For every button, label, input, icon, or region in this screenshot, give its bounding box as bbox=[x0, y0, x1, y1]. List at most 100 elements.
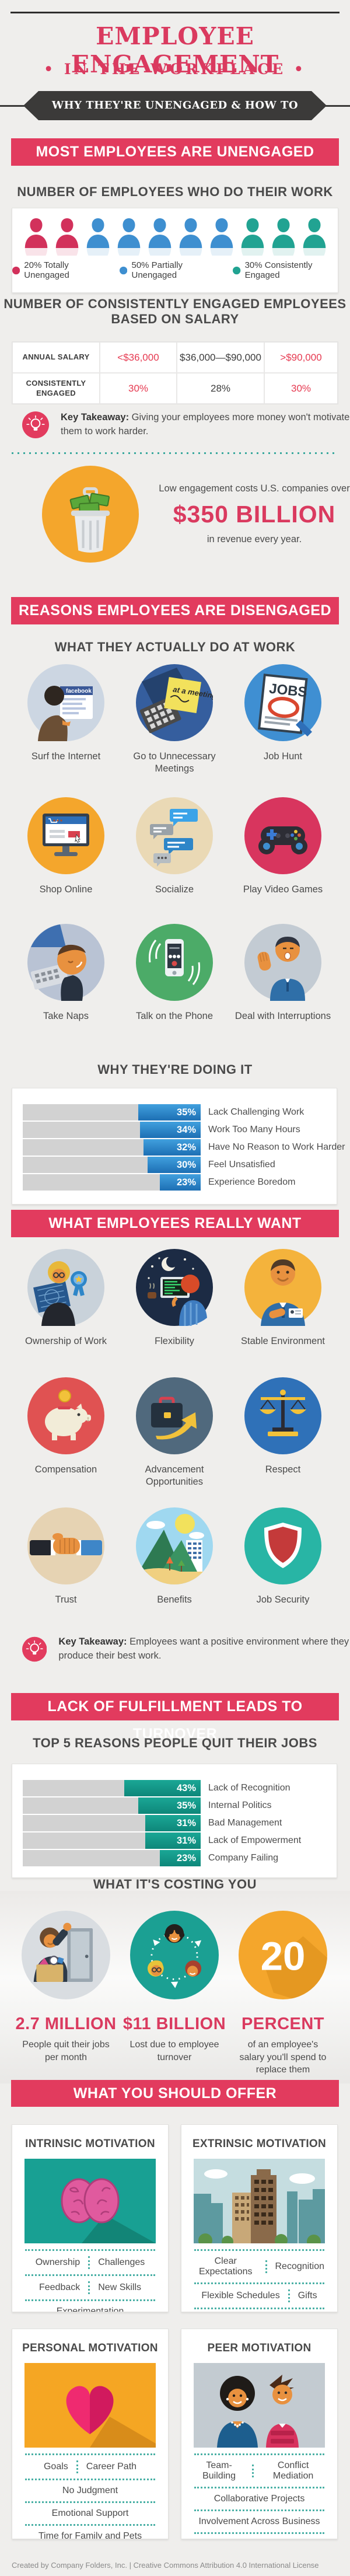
top-rule bbox=[10, 12, 340, 13]
bar-category: Lack Challenging Work bbox=[208, 1107, 304, 1117]
want-item: Trust bbox=[12, 1507, 120, 1606]
job-security-icon bbox=[244, 1507, 321, 1584]
cost-350-section: Low engagement costs U.S. companies over… bbox=[0, 466, 350, 563]
socialize-icon bbox=[136, 797, 213, 874]
person-icon bbox=[271, 218, 296, 256]
activity-item: Talk on the Phone bbox=[120, 924, 229, 1022]
offer-item: Goals Career Path bbox=[25, 2453, 155, 2479]
key-takeaway-1: Key Takeaway: Giving your employees more… bbox=[0, 409, 350, 441]
table-cell: >$90,000 bbox=[264, 342, 338, 373]
bar-row: 35% Lack Challenging Work bbox=[23, 1104, 337, 1121]
benefits-icon bbox=[136, 1507, 213, 1584]
offer-item: Healthy Competition bbox=[194, 2532, 324, 2539]
offer-card-extrinsic: EXTRINSIC MOTIVATION Clear Expectations R… bbox=[181, 2124, 338, 2312]
legend-dot-teal-icon bbox=[233, 266, 241, 274]
want-item: Compensation bbox=[12, 1377, 120, 1489]
bar-row: 31% Lack of Empowerment bbox=[23, 1832, 337, 1849]
offer-row-1: INTRINSIC MOTIVATION Ownership Challenges bbox=[0, 2124, 350, 2312]
people-row bbox=[12, 218, 338, 256]
quit-door-icon bbox=[22, 1911, 110, 1999]
stat-percent: 20 PERCENT of an employee's salary you'l… bbox=[229, 1903, 337, 2076]
bar-track: 35% bbox=[23, 1104, 201, 1121]
cost-line2: in revenue every year. bbox=[206, 533, 302, 544]
cost-amount: $350 BILLION bbox=[173, 501, 336, 528]
offer-item: Flexible Schedules Gifts bbox=[194, 2282, 324, 2308]
banner-want: WHAT EMPLOYEES REALLY WANT bbox=[11, 1210, 339, 1237]
ribbon-text: WHY THEY'RE UNENGAGED & HOW TO MOTIVATE … bbox=[23, 91, 327, 120]
offer-item: Experimentation bbox=[25, 2299, 155, 2312]
stat-desc: People quit their jobs per month bbox=[22, 2040, 110, 2062]
stat-turnover: $11 BILLION Lost due to employee turnove… bbox=[120, 1903, 229, 2076]
want-label: Trust bbox=[55, 1594, 77, 1605]
legend-label: 50% Partially Unengaged bbox=[131, 260, 183, 280]
want-item: Flexibility bbox=[120, 1249, 229, 1348]
stat-desc: of an employee's salary you'll spend to … bbox=[239, 2040, 327, 2075]
advancement-icon bbox=[136, 1377, 213, 1454]
activity-label: Play Video Games bbox=[243, 884, 323, 895]
activity-label: Take Naps bbox=[43, 1011, 89, 1021]
offer-item: Emotional Support bbox=[25, 2501, 155, 2524]
heading-why: WHY THEY'RE DOING IT bbox=[97, 1062, 253, 1077]
offer-list: Ownership Challenges Feedback New Skills E… bbox=[25, 2249, 155, 2312]
want-label: Respect bbox=[265, 1464, 301, 1475]
banner-turnover: LACK OF FULFILLMENT LEADS TO TURNOVER bbox=[11, 1693, 339, 1742]
take-naps-icon bbox=[27, 924, 104, 1001]
city-image bbox=[194, 2159, 325, 2243]
svg-text:20: 20 bbox=[261, 1933, 306, 1978]
bar-row: 35% Internal Politics bbox=[23, 1797, 337, 1814]
page-title: EMPLOYEE ENGAGEMENT bbox=[71, 22, 279, 78]
activity-item: Play Video Games bbox=[229, 797, 337, 896]
heart-image bbox=[24, 2363, 156, 2448]
bar-track: 43% bbox=[23, 1780, 201, 1796]
stat-quit: 2.7 MILLION People quit their jobs per m… bbox=[12, 1903, 120, 2076]
bar-value: 35% bbox=[176, 1107, 196, 1118]
brain-image bbox=[24, 2159, 156, 2243]
do-at-work-row-2: Shop Online Socialize bbox=[0, 797, 350, 896]
offer-item: Feedback New Skills bbox=[25, 2274, 155, 2299]
trust-icon bbox=[27, 1507, 104, 1584]
stat-value: $11 BILLION bbox=[123, 2015, 226, 2033]
heading-costing: WHAT IT'S COSTING YOU bbox=[93, 1877, 257, 1891]
person-icon bbox=[54, 218, 80, 256]
cost-350-text: Low engagement costs U.S. companies over… bbox=[155, 482, 350, 546]
bar-row: 30% Feel Unsatisfied bbox=[23, 1157, 337, 1173]
offer-item: Clear Expectations Recognition bbox=[194, 2249, 324, 2282]
person-icon bbox=[116, 218, 142, 256]
legend: 20% Totally Unengaged 50% Partially Unen… bbox=[12, 260, 338, 280]
heading-quit-reasons: TOP 5 REASONS PEOPLE QUIT THEIR JOBS bbox=[33, 1736, 317, 1750]
dotted-divider-vertical bbox=[88, 2256, 90, 2269]
activity-item: Deal with Interruptions bbox=[229, 924, 337, 1022]
respect-icon bbox=[244, 1377, 321, 1454]
talk-on-phone-icon bbox=[136, 924, 213, 1001]
table-cell: 28% bbox=[177, 373, 264, 404]
offer-item: Ownership Challenges bbox=[25, 2249, 155, 2274]
stable-environment-icon bbox=[244, 1249, 321, 1326]
heading-who-do-work: NUMBER OF EMPLOYEES WHO DO THEIR WORK bbox=[17, 184, 333, 199]
twenty-percent-icon: 20 bbox=[239, 1911, 327, 1999]
quit-chart-card: 43% Lack of Recognition 35% Internal Pol… bbox=[12, 1764, 337, 1878]
activity-label: Talk on the Phone bbox=[135, 1011, 214, 1021]
why-chart-card: 35% Lack Challenging Work 34% Work Too M… bbox=[12, 1088, 345, 1205]
unnecessary-meetings-icon: at a meeting bbox=[136, 664, 213, 741]
legend-dot-red-icon bbox=[12, 266, 20, 274]
want-label: Compensation bbox=[34, 1464, 97, 1475]
bar-row: 31% Bad Management bbox=[23, 1815, 337, 1831]
offer-item: No Judgment bbox=[25, 2479, 155, 2501]
job-hunt-icon: JOBS bbox=[244, 664, 321, 741]
stat-desc: Lost due to employee turnover bbox=[130, 2040, 219, 2062]
surf-internet-icon: facebook bbox=[27, 664, 104, 741]
video-games-icon bbox=[244, 797, 321, 874]
table-cell: 30% bbox=[264, 373, 338, 404]
want-item: Stable Environment bbox=[229, 1249, 337, 1348]
offer-item: Time for Family and Pets bbox=[25, 2524, 155, 2539]
table-cell: <$36,000 bbox=[100, 342, 177, 373]
bar-row: 32% Have No Reason to Work Harder bbox=[23, 1139, 345, 1156]
want-item: Advancement Opportunities bbox=[120, 1377, 229, 1489]
activity-label: Go to Unnecessary Meetings bbox=[133, 751, 216, 774]
want-row-2: Compensation Advancement Opportunities bbox=[0, 1377, 350, 1489]
offer-card-personal: PERSONAL MOTIVATION Goals Career Path No … bbox=[12, 2329, 169, 2539]
bar-row: 43% Lack of Recognition bbox=[23, 1780, 337, 1796]
ownership-of-work-icon bbox=[27, 1249, 104, 1326]
peers-image bbox=[194, 2363, 325, 2448]
